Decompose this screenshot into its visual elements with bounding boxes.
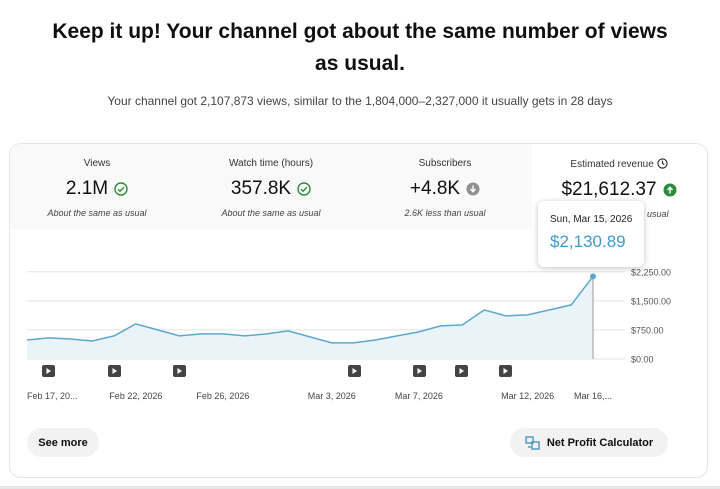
video-marker[interactable] bbox=[42, 365, 55, 377]
check-icon bbox=[114, 182, 128, 196]
metric-label: Subscribers bbox=[418, 158, 472, 169]
metric-note: About the same as usual bbox=[221, 208, 321, 218]
x-tick-label: Feb 22, 2026 bbox=[109, 391, 162, 401]
calculator-label: Net Profit Calculator bbox=[546, 436, 654, 449]
area bbox=[27, 276, 593, 359]
point bbox=[590, 273, 596, 280]
x-tick-label: Mar 12, 2026 bbox=[501, 391, 554, 401]
calculator-button[interactable]: Net Profit Calculator bbox=[510, 428, 668, 457]
see-more-button[interactable]: See more bbox=[27, 428, 99, 457]
metric-label: Watch time (hours) bbox=[228, 158, 314, 169]
line bbox=[26, 275, 594, 344]
metric-number: $21,612.37 bbox=[561, 179, 657, 200]
video-marker[interactable] bbox=[173, 365, 186, 377]
video-marker[interactable] bbox=[108, 365, 121, 377]
x-tick-label: Mar 3, 2026 bbox=[308, 391, 356, 401]
x-tick-label: Mar 7, 2026 bbox=[395, 391, 443, 401]
headline: Keep it up! Your channel got about the s… bbox=[52, 20, 668, 75]
video-marker[interactable] bbox=[455, 365, 468, 377]
video-markers bbox=[42, 365, 512, 377]
clock-icon bbox=[656, 158, 668, 169]
y-tick-label: $1,500.00 bbox=[631, 296, 671, 306]
metric-number: 357.8K bbox=[230, 178, 292, 199]
x-tick-label: Mar 16,... bbox=[574, 391, 612, 401]
y-tick-label: $750.00 bbox=[631, 325, 664, 335]
summary: Your channel got 2,107,873 views, simila… bbox=[107, 94, 613, 108]
video-marker[interactable] bbox=[499, 365, 512, 377]
metric-value: $21,612.37 bbox=[532, 179, 706, 201]
metric-value: 2.1M bbox=[10, 178, 184, 200]
metric-number: +4.8K bbox=[409, 178, 461, 199]
metric-label: Views bbox=[83, 158, 111, 169]
metric-tab[interactable]: Watch time (hours) 357.8K About the same… bbox=[184, 144, 359, 229]
bottom-bar bbox=[0, 486, 720, 489]
x-tick-label: Feb 17, 20... bbox=[27, 391, 78, 401]
tooltip-date: Sun, Mar 15, 2026 bbox=[550, 214, 633, 225]
x-tick-label: Feb 26, 2026 bbox=[196, 391, 249, 401]
video-marker[interactable] bbox=[348, 365, 361, 377]
metric-note: 2.6K less than usual bbox=[404, 208, 486, 218]
down-icon bbox=[466, 182, 480, 196]
up-icon bbox=[663, 183, 677, 197]
tooltip: Sun, Mar 15, 2026 $2,130.89 bbox=[538, 201, 644, 267]
metric-label: Estimated revenue bbox=[532, 158, 706, 170]
metric-number: 2.1M bbox=[65, 178, 109, 199]
video-marker[interactable] bbox=[413, 365, 426, 377]
metric-tab[interactable]: Subscribers +4.8K 2.6K less than usual bbox=[358, 144, 533, 229]
metric-note: About the same as usual bbox=[47, 208, 147, 218]
analytics-card: Views 2.1M About the same as usual Watch… bbox=[9, 143, 708, 478]
y-tick-label: $0.00 bbox=[631, 355, 654, 365]
calculator-icon bbox=[525, 435, 540, 450]
check-icon bbox=[297, 182, 311, 196]
metric-value: 357.8K bbox=[184, 178, 358, 200]
tooltip-value: $2,130.89 bbox=[550, 232, 626, 251]
metric-value: +4.8K bbox=[358, 178, 532, 200]
y-tick-label: $2,250.00 bbox=[631, 267, 671, 277]
metric-label-text: Estimated revenue bbox=[570, 159, 654, 170]
